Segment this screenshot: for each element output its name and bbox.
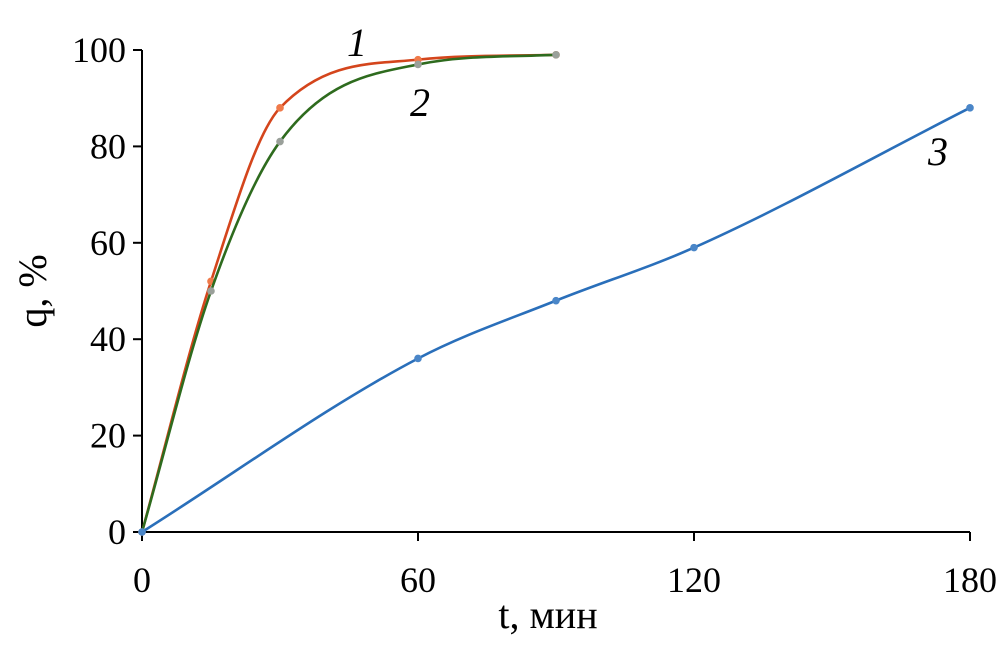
series-2-point <box>207 287 215 295</box>
y-axis-title: q, % <box>10 254 55 327</box>
y-tick-label: 20 <box>90 416 126 456</box>
series-group <box>138 51 974 536</box>
tick-labels: 0 60 120 180 0 20 40 60 80 100 <box>72 30 997 600</box>
series-3-point <box>414 354 422 363</box>
series-2-point <box>552 51 560 59</box>
x-tick-label: 120 <box>667 560 721 600</box>
curve-label-1: 1 <box>347 20 367 65</box>
series-1-point <box>276 104 284 112</box>
x-axis-title: t, мин <box>498 592 597 637</box>
y-tick-label: 60 <box>90 223 126 263</box>
curve-label-3: 3 <box>927 129 948 174</box>
curve-labels: 12 3 <box>347 20 948 174</box>
x-tick-label: 180 <box>943 560 997 600</box>
y-tick-label: 0 <box>108 512 126 552</box>
series-2-line <box>140 53 557 533</box>
series-3-line <box>141 106 971 534</box>
curve-label-2: 2 <box>410 80 430 125</box>
series-3-point <box>690 243 698 252</box>
series-2-point <box>414 60 422 69</box>
y-tick-label: 40 <box>90 319 126 359</box>
axes <box>133 49 971 541</box>
x-tick-label: 0 <box>133 560 151 600</box>
series-3-point <box>552 296 560 305</box>
series-3-point <box>138 528 146 536</box>
series-1-line <box>140 53 557 533</box>
series-2-point <box>276 137 284 146</box>
y-tick-label: 80 <box>90 126 126 166</box>
x-tick-label: 60 <box>400 560 436 600</box>
y-tick-label: 100 <box>72 30 126 70</box>
series-3-point <box>966 104 974 112</box>
